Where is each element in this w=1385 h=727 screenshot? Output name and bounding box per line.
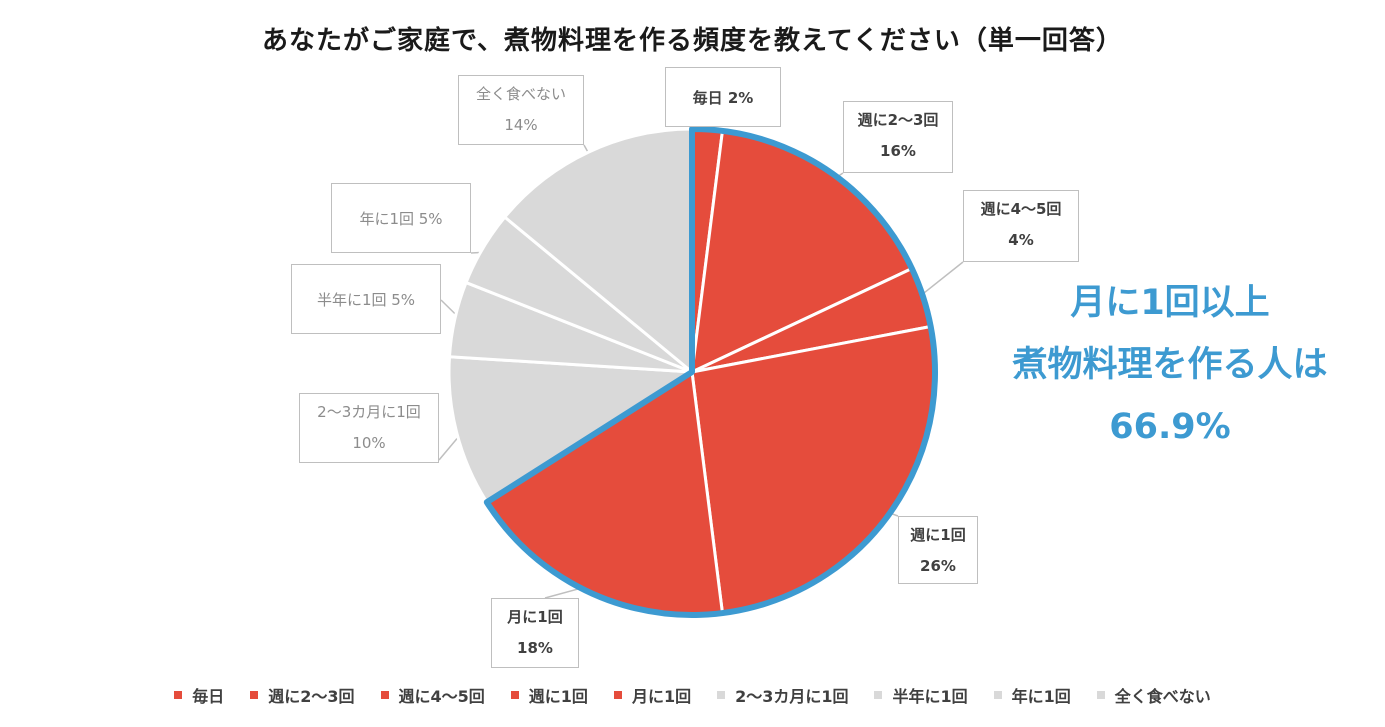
pie-slice-6: [447, 355, 697, 505]
legend-swatch: [613, 691, 622, 699]
pie-slice-9: [502, 127, 694, 376]
legend-item: 週に1回: [510, 683, 588, 707]
legend-item: 月に1回: [613, 683, 692, 707]
chart-title: あなたがご家庭で、煮物料理を作る頻度を教えてください（単一回答）: [262, 26, 1123, 56]
annotation-line-1: 月に1回以上: [1070, 283, 1270, 323]
data-label-text: 毎日 2%: [692, 89, 754, 107]
data-label-value: 10%: [352, 434, 386, 452]
legend-swatch: [510, 691, 519, 699]
legend-label: 月に1回: [631, 687, 692, 706]
data-label-6: 2～3カ月に1回 10%: [299, 393, 439, 463]
data-label-category: 半年に1回 5%: [316, 291, 416, 309]
legend-label: 週に1回: [528, 687, 588, 706]
data-label-value: 4%: [1008, 231, 1034, 249]
annotation-line-2: 煮物料理を作る人は: [1012, 345, 1328, 385]
legend-label: 2～3カ月に1回: [735, 687, 849, 706]
legend-label: 全く食べない: [1114, 687, 1211, 706]
data-label-category: 全く食べない: [475, 85, 566, 103]
data-label-category: 年に1回 5%: [359, 210, 443, 228]
legend-swatch: [1096, 691, 1105, 699]
data-label-category: 週に2～3回: [857, 111, 939, 129]
legend-item: 毎日: [174, 683, 224, 707]
data-label-3: 週に4～5回 4%: [963, 190, 1079, 262]
legend-label: 毎日: [192, 687, 225, 706]
data-label-value: 16%: [880, 142, 916, 160]
legend-swatch: [380, 691, 389, 699]
data-label-category: 週に4～5回: [980, 200, 1062, 218]
legend-item: 全く食べない: [1096, 683, 1211, 707]
data-label-7: 半年に1回 5%: [291, 264, 441, 334]
data-label-9: 全く食べない 14%: [458, 75, 584, 145]
data-label-value: 26%: [920, 557, 956, 575]
legend-swatch: [250, 691, 259, 699]
data-label-value: 14%: [504, 116, 538, 134]
legend-swatch: [717, 691, 726, 699]
legend-item: 半年に1回: [874, 683, 968, 707]
legend-item: 年に1回: [993, 683, 1071, 707]
data-label-category: 2～3カ月に1回: [317, 403, 421, 421]
data-label-1: 毎日 2%: [665, 67, 781, 127]
data-label-2: 週に2～3回 16%: [843, 101, 953, 173]
data-label-5: 月に1回 18%: [491, 598, 579, 668]
highlight-annotation: 月に1回以上 煮物料理を作る人は 66.9%: [985, 272, 1355, 458]
legend-item: 2～3カ月に1回: [717, 683, 848, 707]
legend-item: 週に4～5回: [380, 683, 485, 707]
legend-swatch: [874, 691, 883, 699]
highlight-group-outline: [483, 126, 938, 618]
data-label-category: 月に1回: [507, 608, 563, 626]
data-label-8: 年に1回 5%: [331, 183, 471, 253]
legend-swatch: [993, 691, 1002, 699]
legend-label: 年に1回: [1011, 687, 1071, 706]
annotation-line-3: 66.9%: [1109, 407, 1231, 447]
legend-label: 半年に1回: [892, 687, 968, 706]
legend: 毎日 週に2～3回 週に4～5回 週に1回 月に1回 2～3カ月に1回 半年に1回 年に1回 全…: [0, 683, 1385, 707]
legend-label: 週に4～5回: [398, 687, 485, 706]
data-label-value: 18%: [517, 639, 553, 657]
data-label-4: 週に1回 26%: [898, 516, 978, 584]
legend-item: 週に2～3回: [250, 683, 355, 707]
legend-swatch: [174, 691, 183, 699]
data-label-category: 週に1回: [910, 526, 966, 544]
legend-label: 週に2～3回: [268, 687, 355, 706]
